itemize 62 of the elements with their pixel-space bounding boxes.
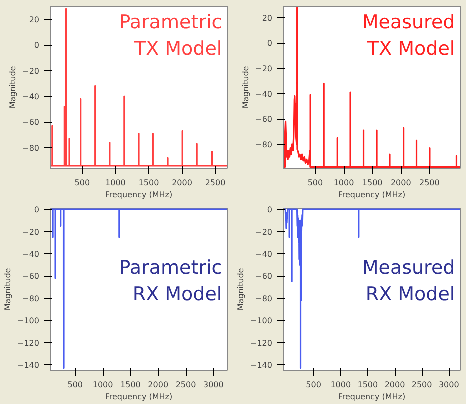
- y-tick-label: 0: [267, 39, 273, 48]
- y-axis-title: Magnitude: [242, 66, 251, 109]
- y-axis-title: Magnitude: [4, 268, 13, 311]
- x-tick-label: 2000: [384, 380, 406, 390]
- x-tick-label: 2500: [205, 178, 226, 188]
- x-tick-label: 500: [74, 178, 90, 188]
- y-tick-label: −100: [250, 316, 273, 326]
- annotation: Parametric TX Model: [119, 11, 222, 60]
- x-tick-label: 2500: [176, 380, 196, 390]
- x-tick-label: 1000: [106, 178, 126, 188]
- x-axis-title: Frequency (MHz): [105, 392, 173, 402]
- x-tick-label: 500: [306, 380, 322, 390]
- y-tick-label: −100: [18, 316, 40, 326]
- y-tick-label: −60: [256, 272, 273, 282]
- y-tick-label: −40: [256, 90, 273, 99]
- x-axis-title: Frequency (MHz): [338, 392, 406, 402]
- x-tick-label: 2500: [419, 178, 440, 188]
- x-tick-label: 2000: [172, 178, 192, 188]
- y-tick-label: −40: [22, 250, 40, 259]
- x-tick-label: 2000: [148, 380, 169, 390]
- y-tick-label: −20: [256, 228, 273, 237]
- y-tick-label: −60: [256, 115, 273, 124]
- x-tick-label: 1500: [362, 178, 383, 188]
- y-tick-label: −20: [22, 66, 40, 76]
- x-tick-label: 1500: [358, 380, 378, 390]
- y-tick-label: −120: [250, 338, 273, 348]
- y-axis-title: Magnitude: [8, 66, 18, 109]
- annotation: Measured TX Model: [362, 11, 456, 60]
- y-tick-label: 0: [34, 206, 40, 215]
- y-tick-label: −20: [256, 64, 273, 74]
- x-tick-label: 1500: [120, 380, 141, 390]
- annotation: Measured RX Model: [362, 257, 456, 306]
- x-axis-title: Frequency (MHz): [338, 190, 406, 200]
- y-tick-label: −140: [250, 360, 273, 370]
- x-tick-label: 3000: [438, 380, 460, 390]
- y-tick-label: −40: [256, 250, 273, 259]
- y-tick-label: −120: [18, 338, 40, 348]
- y-axis-title: Magnitude: [236, 268, 246, 311]
- x-tick-label: 1000: [92, 380, 114, 390]
- x-tick-label: 1000: [334, 178, 354, 188]
- x-axis-title: Frequency (MHz): [105, 190, 173, 200]
- x-tick-label: 500: [308, 178, 324, 188]
- x-tick-label: 2500: [412, 380, 432, 390]
- y-tick-label: −40: [22, 92, 40, 102]
- x-tick-label: 2000: [390, 178, 412, 188]
- x-tick-label: 500: [68, 380, 84, 390]
- x-tick-label: 1000: [330, 380, 352, 390]
- y-tick-label: −80: [256, 294, 273, 304]
- x-tick-label: 3000: [203, 380, 224, 390]
- y-tick-label: 0: [267, 206, 273, 215]
- y-tick-label: 20: [29, 15, 40, 24]
- y-tick-label: −80: [256, 140, 273, 150]
- y-tick-label: −60: [22, 272, 40, 282]
- y-tick-label: −80: [22, 294, 40, 304]
- y-tick-label: −60: [22, 118, 40, 128]
- x-tick-label: 1500: [138, 178, 160, 188]
- y-tick-label: −140: [18, 360, 40, 370]
- y-tick-label: −80: [22, 144, 40, 153]
- y-tick-label: 20: [262, 14, 273, 23]
- y-tick-label: 0: [34, 41, 40, 50]
- annotation: Parametric RX Model: [119, 257, 222, 306]
- y-tick-label: −20: [22, 228, 40, 237]
